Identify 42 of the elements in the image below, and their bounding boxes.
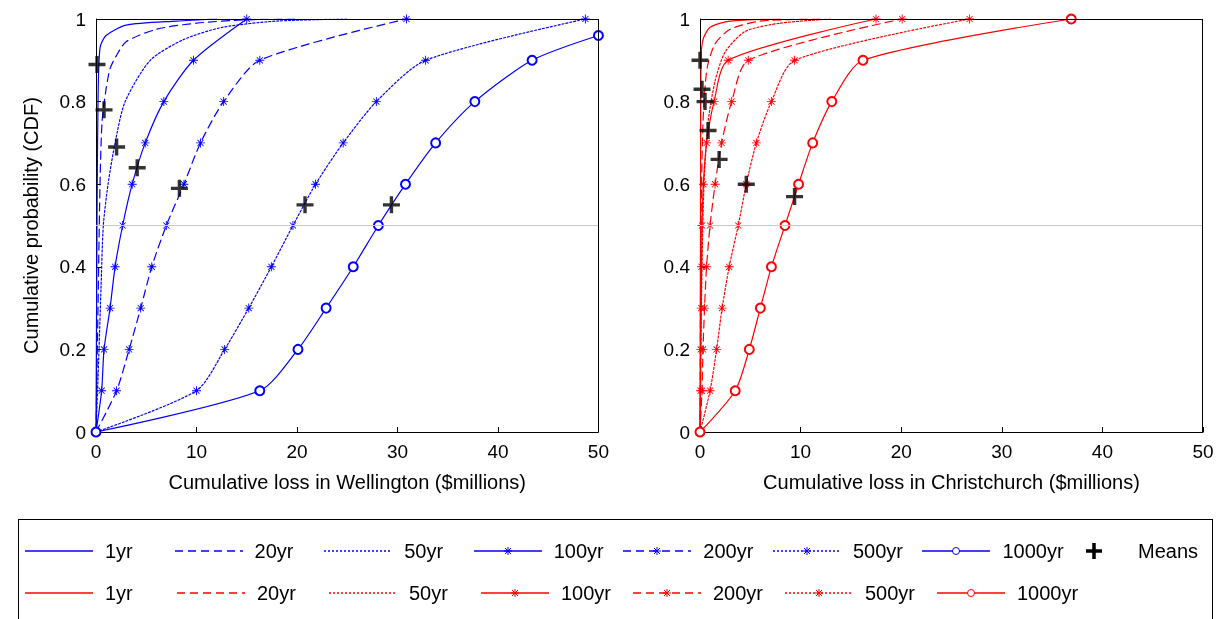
y-tick-label: 0 [679,421,690,443]
legend-label: 50yr [409,581,448,605]
x-axis-title: Cumulative loss in Christchurch ($millions) [763,471,1140,493]
x-tick-label: 50 [587,441,609,462]
x-tick-label: 30 [386,441,409,462]
y-tick-label: 1 [679,8,690,30]
y-tick-label: 0.6 [59,173,86,195]
legend-label: 1000yr [1002,539,1064,563]
legend-label: 500yr [852,539,903,563]
legend-label: 1yr [105,581,133,605]
legend-label: 200yr [713,581,764,605]
y-axis-title: Cumulative probability (CDF) [20,97,42,354]
x-tick-label: 10 [185,441,208,462]
x-tick-label: 10 [790,441,812,462]
legend-label: Means [1138,539,1199,563]
x-tick-label: 50 [1192,441,1214,462]
y-tick-label: 0.8 [663,91,690,113]
y-tick-label: 0.6 [663,173,690,195]
legend-label: 20yr [254,539,294,563]
legend-label: 100yr [561,581,612,605]
y-tick-label: 0.2 [59,338,86,360]
x-tick-label: 40 [1091,441,1113,462]
x-tick-label: 0 [90,441,102,462]
y-tick-label: 0.4 [663,256,691,278]
y-tick-label: 0.8 [59,91,86,113]
x-tick-label: 20 [286,441,308,462]
legend-label: 1000yr [1017,581,1079,605]
y-tick-label: 0 [75,421,86,443]
y-tick-label: 0.2 [663,338,690,360]
x-tick-label: 20 [890,441,912,462]
y-tick-label: 0.4 [59,256,87,278]
legend-label: 100yr [553,539,604,563]
x-tick-label: 0 [694,441,706,462]
legend-label: 500yr [865,581,916,605]
legend-label: 1yr [105,539,133,563]
legend-label: 200yr [703,539,754,563]
legend-label: 20yr [257,581,296,605]
x-axis-title: Cumulative loss in Wellington ($millions) [168,471,526,493]
legend-label: 50yr [404,539,444,563]
x-tick-label: 40 [487,441,509,462]
x-tick-label: 30 [991,441,1013,462]
y-tick-label: 1 [75,8,86,30]
